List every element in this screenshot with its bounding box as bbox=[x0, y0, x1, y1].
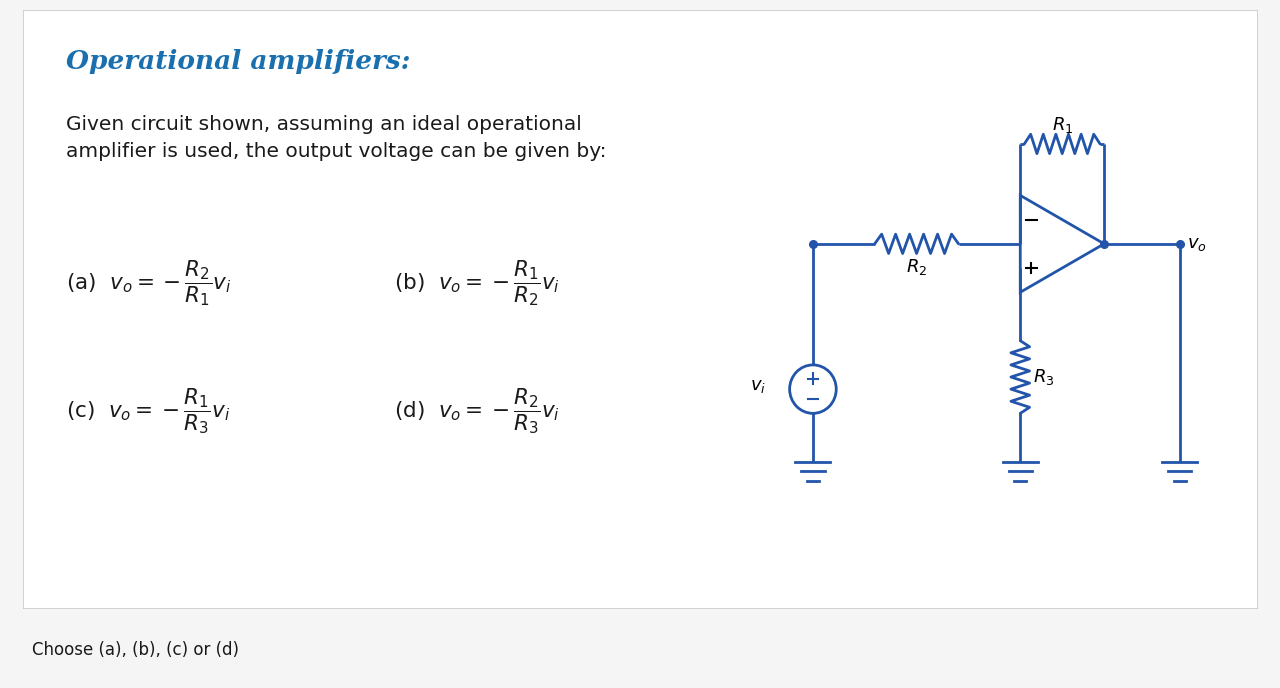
Text: $R_3$: $R_3$ bbox=[1033, 367, 1055, 387]
Text: Operational amplifiers:: Operational amplifiers: bbox=[67, 50, 411, 74]
Text: (b)  $v_o = -\dfrac{R_1}{R_2}v_i$: (b) $v_o = -\dfrac{R_1}{R_2}v_i$ bbox=[394, 258, 559, 308]
FancyBboxPatch shape bbox=[23, 10, 1258, 609]
Text: $R_1$: $R_1$ bbox=[1051, 115, 1073, 135]
Text: (d)  $v_o = -\dfrac{R_2}{R_3}v_i$: (d) $v_o = -\dfrac{R_2}{R_3}v_i$ bbox=[394, 387, 559, 436]
Text: $v_o$: $v_o$ bbox=[1187, 235, 1207, 252]
Text: Given circuit shown, assuming an ideal operational
amplifier is used, the output: Given circuit shown, assuming an ideal o… bbox=[67, 115, 607, 161]
Text: (a)  $v_o = -\dfrac{R_2}{R_1}v_i$: (a) $v_o = -\dfrac{R_2}{R_1}v_i$ bbox=[67, 258, 232, 308]
Text: $R_2$: $R_2$ bbox=[906, 257, 927, 277]
Text: $v_i$: $v_i$ bbox=[750, 377, 767, 395]
Text: Choose (a), (b), (c) or (d): Choose (a), (b), (c) or (d) bbox=[32, 641, 239, 659]
Text: (c)  $v_o = -\dfrac{R_1}{R_3}v_i$: (c) $v_o = -\dfrac{R_1}{R_3}v_i$ bbox=[67, 387, 230, 436]
